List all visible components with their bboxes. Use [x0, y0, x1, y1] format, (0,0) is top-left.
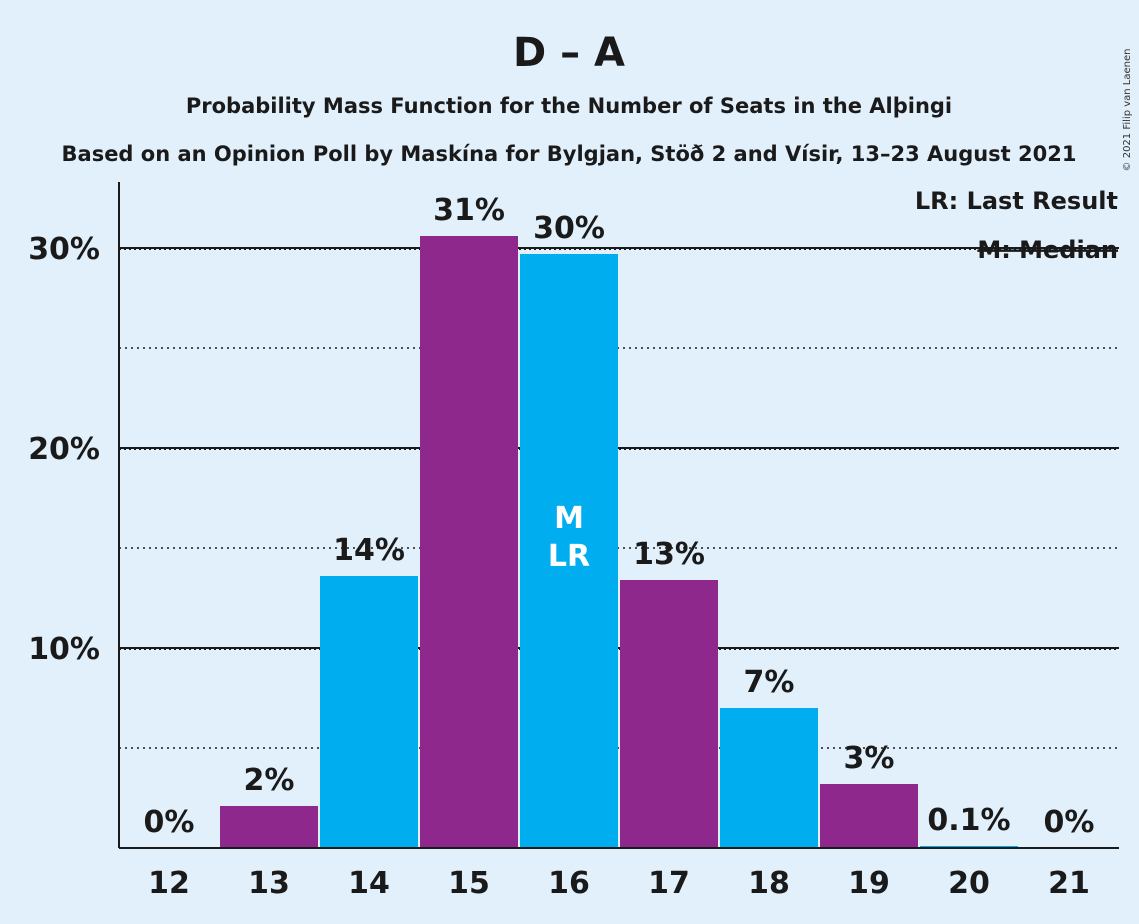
data-labels: 0% 2% 14% 31% 30% MLR 13% 7% 3% 0.1% 0%: [144, 193, 1095, 840]
chart-subtitle-poll: Based on an Opinion Poll by Maskína for …: [62, 142, 1077, 166]
chart-title: D – A: [513, 30, 625, 76]
x-tick-labels: 12 13 14 15 16 17 18 19 20 21: [148, 866, 1090, 901]
x-tick-label-12: 12: [148, 866, 190, 901]
bar-seats-18: [720, 708, 818, 848]
x-tick-label-21: 21: [1048, 866, 1090, 901]
bar-seats-13: [220, 806, 318, 848]
x-tick-label-13: 13: [248, 866, 290, 901]
x-tick-label-18: 18: [748, 866, 790, 901]
bar-seats-14: [320, 576, 418, 848]
data-label-20: 0.1%: [927, 803, 1010, 838]
legend-median: M: Median: [977, 236, 1118, 264]
x-tick-label-19: 19: [848, 866, 890, 901]
copyright-note: © 2021 Filip van Laenen: [1122, 49, 1133, 172]
bar-seats-15: [420, 236, 518, 848]
last-result-marker: LR: [548, 539, 590, 574]
data-label-18: 7%: [744, 665, 795, 700]
bar-seats-16: [520, 254, 618, 848]
x-tick-label-16: 16: [548, 866, 590, 901]
y-tick-label: 20%: [28, 432, 100, 467]
data-label-12: 0%: [144, 805, 195, 840]
data-label-13: 2%: [244, 763, 295, 798]
data-label-14: 14%: [333, 533, 405, 568]
bars: [220, 236, 1018, 848]
data-label-16: 30%: [533, 211, 605, 246]
data-label-15: 31%: [433, 193, 505, 228]
axes: [118, 182, 1119, 849]
gridlines: [119, 247, 1119, 749]
data-label-19: 3%: [844, 741, 895, 776]
x-tick-label-20: 20: [948, 866, 990, 901]
bar-seats-17: [620, 580, 718, 848]
data-label-21: 0%: [1044, 805, 1095, 840]
x-tick-label-15: 15: [448, 866, 490, 901]
legend-last-result: LR: Last Result: [915, 187, 1118, 215]
y-tick-label: 10%: [28, 632, 100, 667]
y-tick-label: 30%: [28, 232, 100, 267]
bar-seats-19: [820, 784, 918, 848]
median-marker: M: [554, 501, 584, 536]
data-label-17: 13%: [633, 537, 705, 572]
x-tick-label-14: 14: [348, 866, 390, 901]
y-tick-labels: 10% 20% 30%: [28, 232, 100, 667]
x-tick-label-17: 17: [648, 866, 690, 901]
chart-subtitle: Probability Mass Function for the Number…: [186, 94, 952, 118]
